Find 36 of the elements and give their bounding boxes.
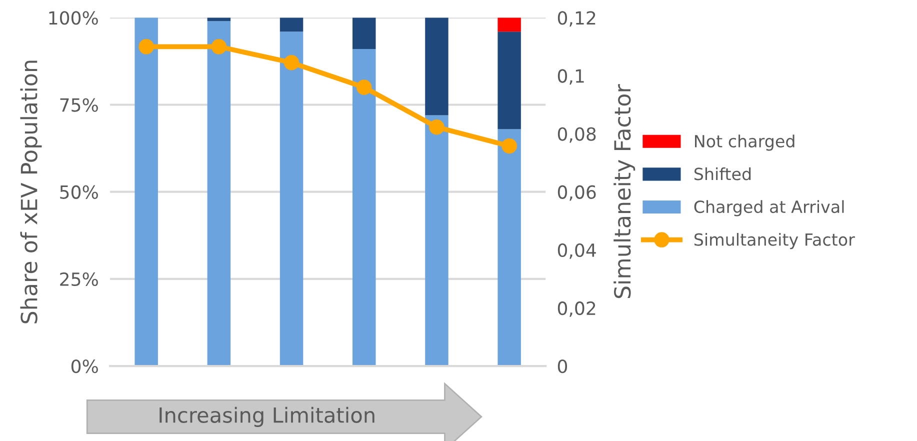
y2-tick-label: 0,06	[558, 185, 596, 201]
point	[138, 39, 154, 54]
y-tick-label: 100%	[49, 11, 98, 25]
legend-label: Simultaneity Factor	[694, 232, 855, 250]
y-tick-label: 50%	[60, 185, 98, 199]
legend-label: Not charged	[695, 134, 794, 151]
bar	[498, 129, 521, 366]
legend-label: Charged at Arrival	[694, 200, 844, 216]
y2-tick-label: 0,08	[558, 127, 596, 143]
point	[284, 55, 300, 70]
x-axis-title: Increasing Limitation	[160, 406, 374, 427]
bar	[425, 115, 448, 366]
bar	[498, 32, 521, 130]
bar	[280, 32, 304, 366]
point	[429, 119, 444, 135]
y2-tick-label: 0,12	[558, 11, 596, 27]
bar	[352, 18, 376, 49]
point	[211, 39, 227, 54]
bar	[352, 48, 376, 366]
bar	[498, 18, 521, 32]
y2-tick-label: 0,02	[558, 301, 596, 317]
point	[356, 80, 372, 95]
legend-label: Shifted	[694, 167, 751, 180]
y-axis-title: Share of xEV Population	[20, 60, 42, 324]
y-tick-label: 75%	[60, 98, 98, 112]
y-tick-label: 25%	[60, 272, 98, 286]
y2-tick-label: 0,04	[558, 243, 596, 259]
y2-tick-label: 0,1	[558, 69, 584, 85]
bar	[280, 18, 304, 32]
bar	[134, 18, 158, 366]
y-tick-label: 0%	[71, 359, 98, 374]
y2-tick-label: 0	[558, 359, 568, 374]
bar	[207, 21, 231, 366]
bar	[425, 18, 448, 116]
point	[502, 138, 517, 154]
y2-axis-title: Simultaneity Factor	[614, 84, 636, 298]
